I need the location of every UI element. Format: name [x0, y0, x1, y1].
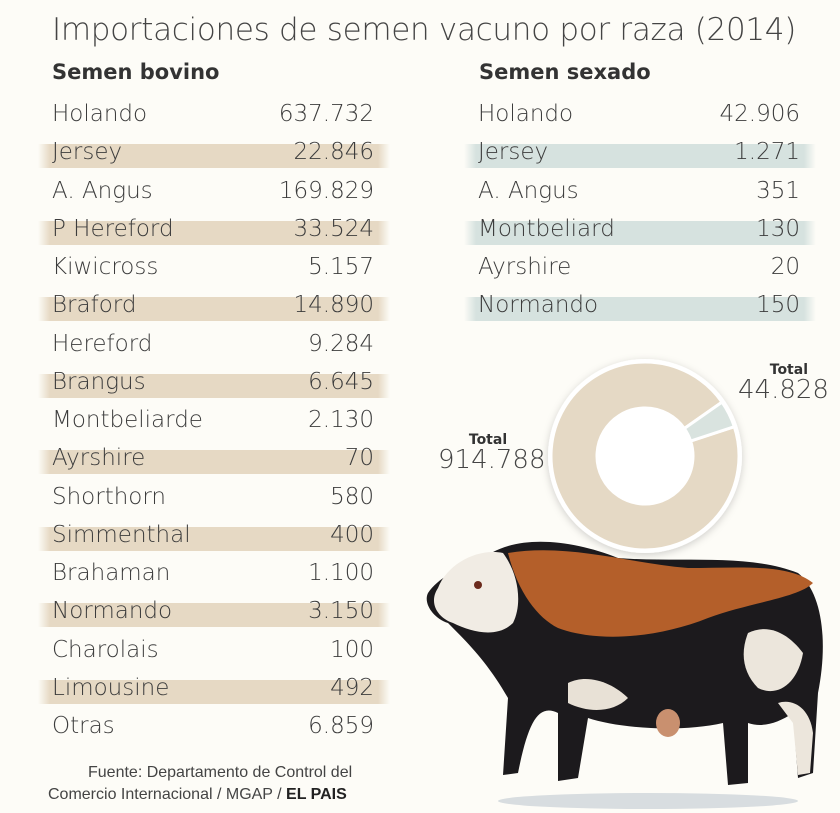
row-label: Jersey — [52, 139, 123, 166]
table-row: P Hereford 33.524 — [38, 216, 390, 245]
table-row: Brangus 6.645 — [38, 369, 390, 398]
row-label: Holando — [52, 101, 148, 127]
table-row: Montbeliarde 2.130 — [38, 407, 390, 436]
row-value: 637.732 — [278, 101, 374, 127]
row-value: 6.645 — [308, 368, 374, 395]
table-row: Holando 637.732 — [38, 101, 390, 130]
row-label: P Hereford — [52, 215, 174, 242]
row-value: 6.859 — [308, 713, 374, 739]
table-row: Braford 14.890 — [38, 292, 390, 322]
table-row: Ayrshire 70 — [38, 445, 390, 475]
row-label: Montbeliard — [478, 215, 615, 242]
page-title: Importaciones de semen vacuno por raza (… — [52, 12, 797, 48]
table-row: Shorthorn 580 — [38, 484, 390, 513]
brand-name: EL PAIS — [286, 786, 347, 803]
table-row: Otras 6.859 — [38, 713, 390, 742]
row-label: Kiwicross — [52, 254, 159, 280]
row-label: Montbeliarde — [52, 407, 203, 433]
row-value: 169.829 — [278, 177, 374, 204]
source-footer: Fuente: Departamento de Control del Come… — [48, 762, 352, 806]
bull-illustration — [426, 541, 823, 809]
row-value: 492 — [330, 674, 374, 701]
row-value: 100 — [330, 636, 374, 663]
sexado-header: Semen sexado — [479, 60, 651, 84]
table-row: Charolais 100 — [38, 637, 390, 666]
row-label: Normando — [52, 598, 173, 625]
row-label: A. Angus — [52, 177, 153, 204]
table-row: A. Angus 169.829 — [38, 178, 390, 207]
total-sexado-value: 44.828 — [738, 375, 829, 405]
table-row: Limousine 492 — [38, 675, 390, 704]
row-label: A. Angus — [478, 177, 579, 204]
table-row: Normando 150 — [464, 292, 816, 322]
table-row: Brahaman 1.100 — [38, 560, 390, 589]
table-row: Jersey 22.846 — [38, 139, 390, 169]
row-label: Braford — [52, 292, 137, 319]
row-label: Normando — [478, 292, 599, 319]
row-label: Holando — [478, 101, 574, 127]
row-label: Brahaman — [52, 560, 171, 586]
row-value: 22.846 — [293, 139, 374, 166]
row-value: 42.906 — [719, 101, 800, 127]
table-row: Normando 3.150 — [38, 598, 390, 628]
table-row: Jersey 1.271 — [464, 139, 816, 169]
donut-hole — [597, 408, 693, 504]
table-row: A. Angus 351 — [464, 178, 816, 207]
source-line-1: Fuente: Departamento de Control del — [88, 764, 353, 781]
row-value: 130 — [756, 215, 800, 242]
row-label: Ayrshire — [52, 445, 146, 472]
row-label: Otras — [52, 713, 115, 739]
row-value: 351 — [756, 177, 800, 204]
row-value: 33.524 — [293, 215, 374, 242]
source-text: Comercio Internacional / MGAP / — [48, 786, 287, 803]
row-label: Charolais — [52, 636, 159, 663]
total-bovino-title: Total — [468, 432, 508, 448]
row-value: 1.271 — [734, 139, 800, 166]
row-value: 2.130 — [308, 407, 374, 433]
row-label: Ayrshire — [478, 254, 572, 280]
total-sexado-label: Total 44.828 — [738, 362, 829, 405]
row-label: Limousine — [52, 674, 170, 701]
table-row: Holando 42.906 — [464, 101, 816, 130]
row-value: 70 — [344, 445, 374, 472]
row-value: 3.150 — [308, 598, 374, 625]
table-row: Simmenthal 400 — [38, 522, 390, 551]
total-bovino-value: 914.788 — [438, 445, 546, 475]
row-value: 14.890 — [293, 292, 374, 319]
table-row: Ayrshire 20 — [464, 254, 816, 283]
row-value: 9.284 — [308, 330, 374, 357]
row-label: Shorthorn — [52, 483, 167, 510]
row-label: Brangus — [52, 368, 146, 395]
bovino-header: Semen bovino — [52, 60, 220, 84]
row-value: 5.157 — [308, 254, 374, 280]
row-label: Hereford — [52, 330, 153, 357]
table-row: Kiwicross 5.157 — [38, 254, 390, 283]
total-bovino-label: Total 914.788 — [438, 432, 546, 475]
row-value: 1.100 — [308, 560, 374, 586]
row-label: Simmenthal — [52, 521, 191, 548]
row-value: 20 — [770, 254, 800, 280]
total-sexado-title: Total — [769, 362, 808, 378]
table-row: Hereford 9.284 — [38, 331, 390, 360]
table-row: Montbeliard 130 — [464, 216, 816, 245]
row-value: 150 — [756, 292, 800, 319]
row-value: 580 — [330, 483, 374, 510]
row-value: 400 — [330, 521, 374, 548]
row-label: Jersey — [478, 139, 549, 166]
source-line-2: Comercio Internacional / MGAP / EL PAIS — [48, 784, 352, 806]
